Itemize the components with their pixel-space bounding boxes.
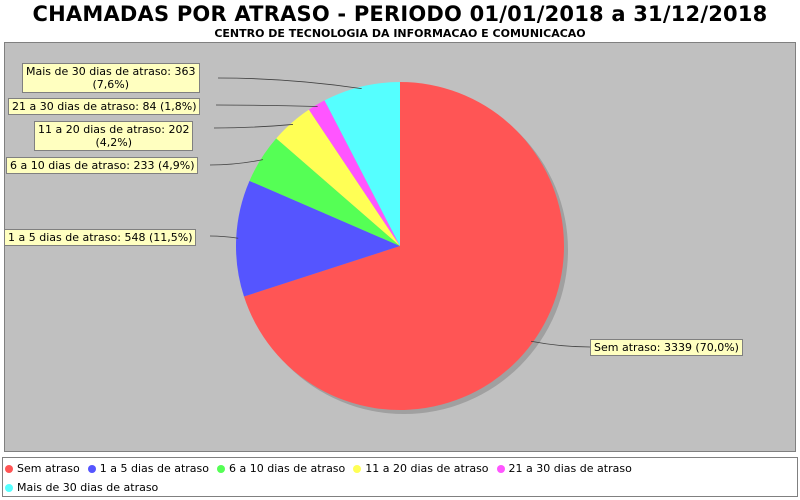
legend-item: 6 a 10 dias de atraso: [217, 462, 345, 475]
legend-item: 11 a 20 dias de atraso: [353, 462, 489, 475]
legend-swatch: [5, 464, 13, 473]
pie-chart: [209, 77, 591, 414]
leader-line-3: [213, 124, 293, 129]
legend-label: 1 a 5 dias de atraso: [99, 462, 210, 475]
slice-label-text: Sem atraso: 3339 (70,0%): [594, 341, 739, 354]
pie-slice-5: [324, 82, 400, 246]
legend-row: Sem atraso 1 a 5 dias de atraso 6 a 10 d…: [5, 459, 795, 478]
slice-label-11-a-20: 11 a 20 dias de atraso: 202 (4,2%): [34, 121, 194, 151]
slice-label-mais-de-30: Mais de 30 dias de atraso: 363 (7,6%): [22, 63, 200, 93]
legend-label: 11 a 20 dias de atraso: [365, 462, 489, 475]
pie-slice-2: [249, 138, 400, 246]
legend-item: 21 a 30 dias de atraso: [496, 462, 632, 475]
chart-title: CHAMADAS POR ATRASO - PERIODO 01/01/2018…: [32, 2, 768, 26]
legend-label: 6 a 10 dias de atraso: [229, 462, 346, 475]
legend-swatch: [496, 464, 505, 473]
leader-line-2: [209, 159, 264, 166]
legend-label: Mais de 30 dias de atraso: [17, 481, 159, 494]
pie-slice-1: [235, 180, 400, 297]
leader-line-5: [217, 77, 362, 90]
leader-line-0: [530, 340, 591, 348]
slice-label-text: 1 a 5 dias de atraso: 548 (11,5%): [8, 231, 193, 244]
slice-label-text: Mais de 30 dias de atraso: 363: [26, 65, 196, 78]
legend-row: Mais de 30 dias de atraso: [5, 478, 795, 497]
legend-label: Sem atraso: [17, 462, 80, 475]
pie-slice-3: [276, 109, 400, 246]
legend-swatch: [353, 464, 362, 473]
slice-label-percent: (7,6%): [92, 78, 130, 91]
legend-item: Mais de 30 dias de atraso: [5, 481, 158, 494]
legend-swatch: [217, 464, 226, 473]
slice-label-6-a-10: 6 a 10 dias de atraso: 233 (4,9%): [6, 157, 199, 174]
pie-slice-4: [308, 100, 400, 246]
leader-line-1: [209, 235, 239, 239]
legend-swatch: [87, 464, 96, 473]
slice-label-percent: (4,2%): [95, 136, 132, 149]
slice-label-sem-atraso: Sem atraso: 3339 (70,0%): [590, 339, 743, 356]
legend-item: Sem atraso: [5, 462, 80, 475]
leader-line-4: [215, 104, 318, 107]
slice-label-21-a-30: 21 a 30 dias de atraso: 84 (1,8%): [8, 98, 201, 115]
slice-label-text: 6 a 10 dias de atraso: 233 (4,9%): [10, 159, 195, 172]
legend-label: 21 a 30 dias de atraso: [508, 462, 632, 475]
chart-subtitle: CENTRO DE TECNOLOGIA DA INFORMACAO E COM…: [214, 27, 586, 40]
pie-slice-0: [243, 82, 564, 411]
legend-item: 1 a 5 dias de atraso: [87, 462, 210, 475]
slice-label-text: 21 a 30 dias de atraso: 84 (1,8%): [12, 100, 197, 113]
legend: Sem atraso 1 a 5 dias de atraso 6 a 10 d…: [2, 457, 798, 497]
legend-swatch: [5, 483, 13, 492]
slice-label-text: 11 a 20 dias de atraso: 202: [38, 123, 190, 136]
slice-label-1-a-5: 1 a 5 dias de atraso: 548 (11,5%): [4, 229, 197, 246]
